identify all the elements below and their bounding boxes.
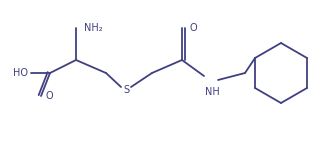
Text: O: O — [45, 91, 53, 101]
Text: NH₂: NH₂ — [84, 23, 103, 33]
Text: HO: HO — [13, 68, 28, 78]
Text: S: S — [123, 85, 129, 95]
Text: NH: NH — [204, 87, 219, 97]
Text: O: O — [190, 23, 197, 33]
